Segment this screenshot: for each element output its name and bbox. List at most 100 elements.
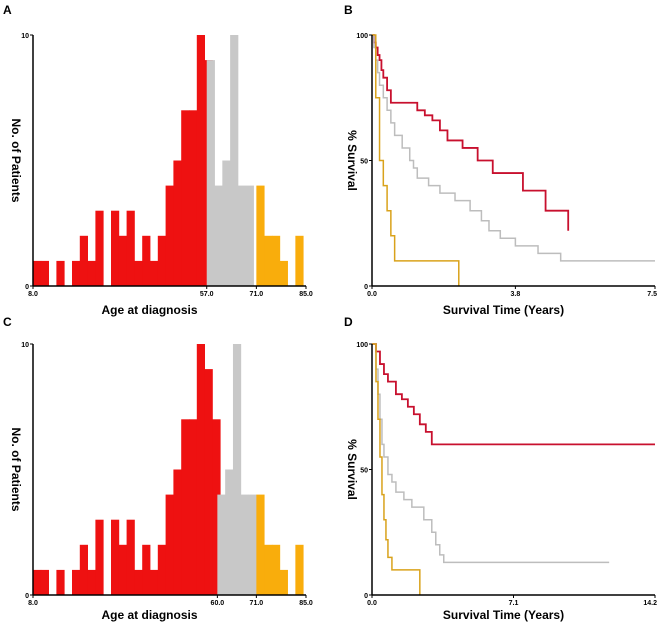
y-tick-label: 0 (25, 593, 29, 600)
histogram-bar (230, 35, 239, 286)
x-tick-label: 8.0 (28, 291, 38, 298)
histogram-bar (173, 469, 182, 595)
histogram-bar (256, 494, 265, 595)
panel-letter: D (344, 315, 353, 329)
histogram-bar (95, 210, 104, 286)
x-axis-title: Survival Time (Years) (443, 608, 564, 622)
x-tick-label: 8.0 (28, 600, 38, 607)
histogram-bar (56, 260, 65, 286)
histogram-bar (181, 110, 190, 286)
y-tick-label: 100 (356, 342, 368, 349)
x-tick-label: 7.5 (647, 291, 657, 298)
survival-curve-orange (372, 34, 460, 286)
x-tick-label: 85.0 (299, 600, 313, 607)
x-axis-title: Age at diagnosis (101, 608, 197, 622)
histogram-bar (33, 569, 42, 595)
histogram-bar (111, 519, 120, 595)
histogram-bar (165, 185, 174, 286)
x-tick-label: 0.0 (367, 600, 377, 607)
histogram-bar (87, 569, 96, 595)
histogram-bar (134, 260, 143, 286)
x-tick-label: 71.0 (250, 291, 264, 298)
x-tick-label: 71.0 (250, 600, 264, 607)
x-axis-title: Survival Time (Years) (443, 303, 564, 317)
histogram-bar (150, 569, 159, 595)
histogram-bar (245, 185, 254, 286)
histogram-bar (240, 494, 249, 595)
survival-curve-red (372, 34, 570, 231)
histogram-bar (126, 210, 135, 286)
histogram-bar (118, 235, 127, 286)
histogram-bar (87, 260, 96, 286)
panel-letter: A (3, 3, 12, 17)
histogram-bar (214, 185, 223, 286)
histogram-bar (150, 260, 159, 286)
survival-curve-gray (372, 34, 655, 262)
histogram-bar (264, 235, 273, 286)
y-tick-label: 0 (364, 284, 368, 291)
histogram-bar (79, 235, 88, 286)
y-axis-title: % Survival (345, 439, 359, 500)
histogram-bar (196, 35, 205, 286)
y-tick-label: 100 (356, 33, 368, 40)
histogram-bar (189, 419, 198, 595)
histogram-bar (279, 260, 288, 286)
histogram-bar (40, 569, 49, 595)
histogram-bar (248, 494, 257, 595)
histogram-bar (232, 344, 242, 595)
histogram-bar (126, 519, 135, 595)
histogram-bar (196, 344, 205, 595)
x-tick-label: 3.8 (511, 291, 521, 298)
histogram-bar (118, 544, 127, 595)
x-tick-label: 85.0 (299, 291, 313, 298)
x-tick-label: 7.1 (509, 600, 519, 607)
x-tick-label: 14.2 (643, 600, 657, 607)
histogram-bar (204, 369, 213, 595)
histogram-bar (189, 110, 198, 286)
histogram-bar (142, 544, 151, 595)
histogram-panel-a: 0 10 8.0 57.0 71.0 85.0 Age at diagnosis No. of… (3, 3, 313, 317)
histogram-bar (111, 210, 120, 286)
histogram-panel-c: 0 10 8.0 60.0 71.0 85.0 Age at diagnosis No. of… (3, 315, 313, 622)
histogram-bar (134, 569, 143, 595)
x-tick-label: 60.0 (211, 600, 225, 607)
y-axis-title: No. of Patients (9, 118, 23, 202)
histogram-bar (279, 569, 288, 595)
y-tick-label: 50 (360, 159, 368, 166)
x-tick-label: 0.0 (367, 291, 377, 298)
histogram-bar (237, 185, 247, 286)
histogram-bar (142, 235, 151, 286)
histogram-bar (295, 544, 304, 595)
survival-panel-d: 0 50 100 0.0 7.1 14.2 Survival Time (Years) % S… (344, 315, 657, 622)
histogram-bar (173, 160, 182, 286)
x-tick-label: 57.0 (200, 291, 214, 298)
y-tick-label: 10 (21, 33, 29, 40)
survival-curve-orange (372, 343, 421, 595)
histogram-bar (56, 569, 65, 595)
histogram-bar (72, 260, 81, 286)
x-axis-title: Age at diagnosis (101, 303, 197, 317)
histogram-bar (271, 544, 281, 595)
survival-curve-red (372, 343, 655, 446)
panel-letter: B (344, 3, 353, 17)
histogram-bar (295, 235, 304, 286)
survival-curve-gray (372, 343, 610, 564)
histogram-bar (79, 544, 88, 595)
y-tick-label: 0 (364, 593, 368, 600)
y-axis-title: No. of Patients (9, 427, 23, 511)
histogram-bar (222, 160, 231, 286)
y-tick-label: 10 (21, 342, 29, 349)
histogram-bar (256, 185, 265, 286)
y-tick-label: 0 (25, 284, 29, 291)
survival-panel-b: 0 50 100 0.0 3.8 7.5 Survival Time (Years) % Su… (344, 3, 657, 317)
histogram-bar (157, 544, 166, 595)
histogram-bar (33, 260, 42, 286)
histogram-bar (217, 494, 226, 595)
histogram-bar (206, 60, 215, 286)
y-axis-title: % Survival (345, 130, 359, 191)
panel-letter: C (3, 315, 12, 329)
y-tick-label: 50 (360, 468, 368, 475)
histogram-bar (40, 260, 49, 286)
histogram-bar (157, 235, 166, 286)
